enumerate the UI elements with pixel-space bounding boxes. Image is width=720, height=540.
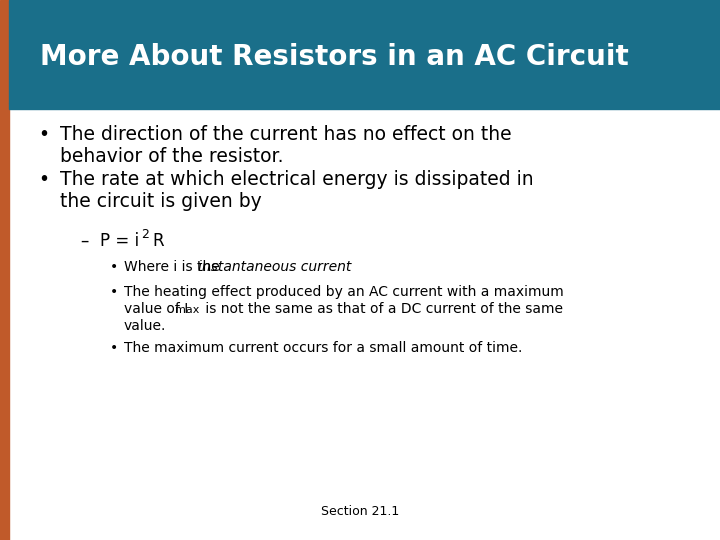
Text: instantaneous current: instantaneous current xyxy=(198,260,351,274)
Text: The heating effect produced by an AC current with a maximum: The heating effect produced by an AC cur… xyxy=(124,285,564,299)
Text: P = i: P = i xyxy=(100,232,139,250)
Text: the circuit is given by: the circuit is given by xyxy=(60,192,262,211)
Text: Section 21.1: Section 21.1 xyxy=(321,505,399,518)
Text: •: • xyxy=(110,341,118,355)
Text: More About Resistors in an AC Circuit: More About Resistors in an AC Circuit xyxy=(40,43,629,71)
Text: 2: 2 xyxy=(141,228,149,241)
Text: •: • xyxy=(110,260,118,274)
Text: The maximum current occurs for a small amount of time.: The maximum current occurs for a small a… xyxy=(124,341,523,355)
Text: max: max xyxy=(175,305,199,315)
Text: value of I: value of I xyxy=(124,302,188,316)
Text: value.: value. xyxy=(124,319,166,333)
Text: The rate at which electrical energy is dissipated in: The rate at which electrical energy is d… xyxy=(60,170,534,189)
Text: •: • xyxy=(110,285,118,299)
Text: •: • xyxy=(38,125,49,144)
Text: Where i is the: Where i is the xyxy=(124,260,224,274)
Text: The direction of the current has no effect on the: The direction of the current has no effe… xyxy=(60,125,512,144)
Text: R: R xyxy=(152,232,163,250)
Text: behavior of the resistor.: behavior of the resistor. xyxy=(60,147,284,166)
Text: –: – xyxy=(80,232,89,250)
Text: is not the same as that of a DC current of the same: is not the same as that of a DC current … xyxy=(201,302,563,316)
Text: •: • xyxy=(38,170,49,189)
